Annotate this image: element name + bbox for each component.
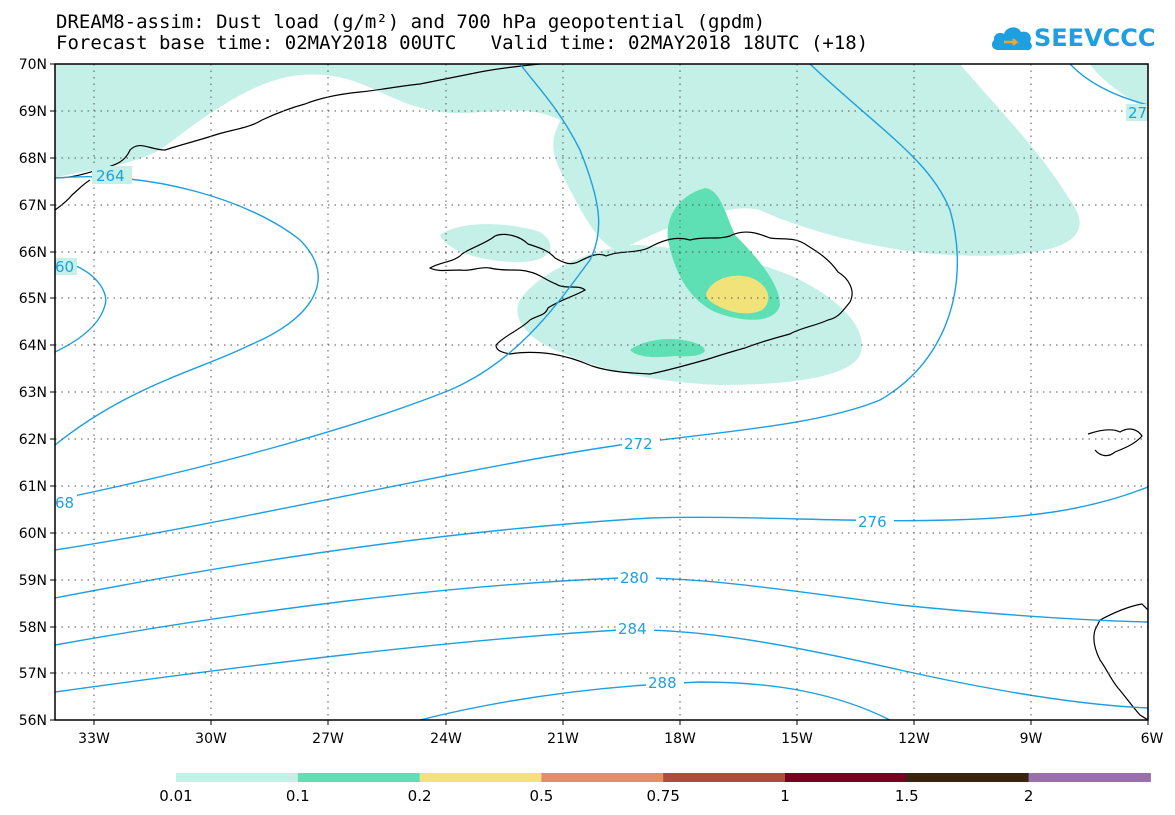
lat-label: 69N xyxy=(19,104,47,120)
contour-284 xyxy=(55,629,1148,709)
dust-area-north-blob xyxy=(1090,64,1148,110)
lat-label: 60N xyxy=(19,526,47,542)
contour-label-288: 288 xyxy=(648,674,677,692)
contour-label-264: 264 xyxy=(96,167,125,185)
colorbar-label: 0.2 xyxy=(408,787,432,805)
coastline-scotland xyxy=(1093,603,1148,720)
coastline-faroe xyxy=(1087,428,1143,457)
lat-label: 67N xyxy=(19,198,47,214)
coastline-iceland xyxy=(428,231,853,375)
lat-label: 62N xyxy=(19,432,47,448)
lat-ticks xyxy=(50,63,55,721)
seevccc-logo: SEEVCCC xyxy=(990,20,1156,56)
colorbar-label: 1 xyxy=(780,787,790,805)
lon-label: 9W xyxy=(1020,731,1043,747)
lon-label: 12W xyxy=(898,731,930,747)
dust-0-1-south xyxy=(630,338,705,358)
colorbar-swatch xyxy=(541,773,664,782)
colorbar: 0.01 0.1 0.2 0.5 0.75 1 1.5 2 xyxy=(159,773,1151,805)
colorbar-swatch xyxy=(906,773,1030,782)
contour-label-276-ne: 27 xyxy=(1128,104,1147,122)
lon-label: 21W xyxy=(547,731,579,747)
lon-label: 18W xyxy=(664,731,696,747)
lon-label: 30W xyxy=(195,731,227,747)
lat-label: 64N xyxy=(19,338,47,354)
dust-area-iceland xyxy=(517,245,862,385)
colorbar-label: 0.1 xyxy=(286,787,310,805)
colorbar-swatch xyxy=(176,773,299,782)
colorbar-label: 1.5 xyxy=(895,787,919,805)
contour-labels: 264 60 68 272 276 280 284 288 27 xyxy=(55,104,1148,692)
colorbar-swatch xyxy=(419,773,542,782)
lon-labels: 33W 30W 27W 24W 21W 18W 15W 12W 9W 6W xyxy=(78,731,1163,747)
lat-label: 56N xyxy=(19,713,47,729)
contour-272 xyxy=(55,64,959,551)
lon-ticks xyxy=(93,720,1149,725)
dust-area-north xyxy=(55,64,1148,256)
contour-276-ne xyxy=(1069,64,1148,106)
lon-label: 6W xyxy=(1141,731,1164,747)
contour-264 xyxy=(55,176,319,446)
lat-labels: 56N 57N 58N 59N 60N 61N 62N 63N 64N 65N … xyxy=(19,57,47,729)
contour-label-280: 280 xyxy=(620,569,649,587)
contour-label-260: 60 xyxy=(55,258,74,276)
contour-268 xyxy=(55,64,600,501)
coastline-greenland-east xyxy=(55,179,91,211)
cloud-icon xyxy=(991,27,1032,51)
contour-288 xyxy=(419,681,891,720)
colorbar-swatch xyxy=(297,773,421,782)
dust-load-shading xyxy=(55,64,1148,385)
coastline-greenland xyxy=(55,64,541,179)
lat-label: 66N xyxy=(19,245,47,261)
lat-label: 68N xyxy=(19,151,47,167)
contour-260 xyxy=(55,259,107,353)
lat-label: 59N xyxy=(19,573,47,589)
colorbar-label: 2 xyxy=(1024,787,1034,805)
logo-text: SEEVCCC xyxy=(1034,24,1156,52)
colorbar-swatch xyxy=(1028,773,1151,782)
map-title-line-2: Forecast base time: 02MAY2018 00UTC Vali… xyxy=(56,32,869,54)
colorbar-label: 0.75 xyxy=(646,787,679,805)
lat-label: 63N xyxy=(19,385,47,401)
lat-label: 70N xyxy=(19,57,47,73)
lat-label: 57N xyxy=(19,666,47,682)
colorbar-swatch xyxy=(785,773,908,782)
lat-label: 61N xyxy=(19,479,47,495)
dust-area-west-fjords xyxy=(440,224,551,262)
colorbar-label: 0.01 xyxy=(159,787,192,805)
lon-label: 24W xyxy=(430,731,462,747)
contour-276 xyxy=(55,486,1148,599)
lon-label: 15W xyxy=(781,731,813,747)
lat-label: 58N xyxy=(19,620,47,636)
colorbar-label: 0.5 xyxy=(529,787,553,805)
map-title-line-1: DREAM8-assim: Dust load (g/m²) and 700 h… xyxy=(56,11,766,33)
contour-label-276: 276 xyxy=(858,513,887,531)
lon-label: 33W xyxy=(78,731,110,747)
contour-label-268: 68 xyxy=(55,494,74,512)
graticule xyxy=(55,64,1148,720)
geopotential-contours xyxy=(55,64,1148,720)
lat-label: 65N xyxy=(19,291,47,307)
coastlines xyxy=(55,64,1148,720)
contour-280 xyxy=(55,577,1148,646)
colorbar-swatch xyxy=(663,773,786,782)
contour-label-284: 284 xyxy=(618,620,647,638)
dust-0-2-core xyxy=(706,275,769,314)
contour-label-272: 272 xyxy=(624,435,653,453)
lon-label: 27W xyxy=(312,731,344,747)
